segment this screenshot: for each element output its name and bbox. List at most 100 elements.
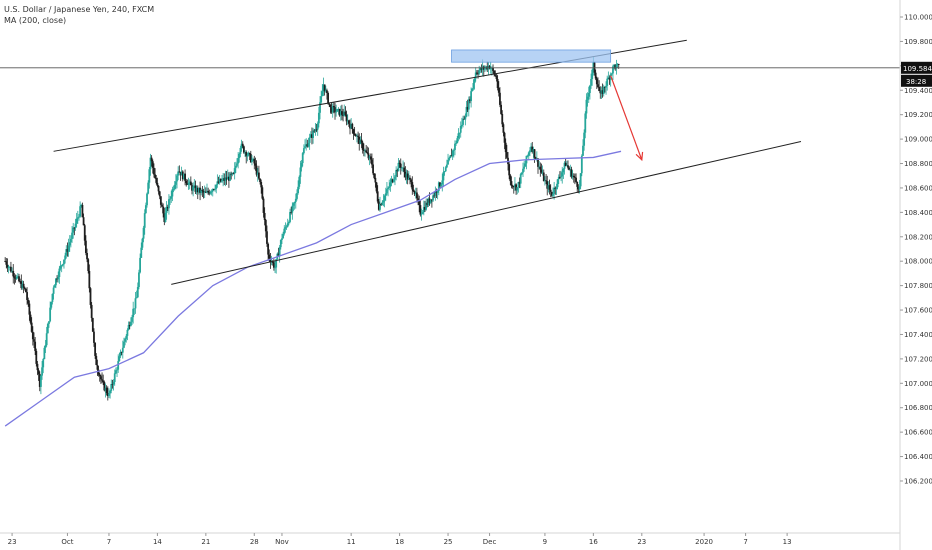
candle-body — [31, 331, 34, 340]
candle-body — [209, 191, 212, 194]
candle-body — [541, 172, 544, 174]
candle-body — [237, 158, 240, 164]
plot-area[interactable] — [0, 39, 900, 427]
candle-body — [616, 64, 619, 65]
candle-body — [225, 177, 228, 180]
candle-body — [260, 182, 263, 188]
projection-arrow-shaft[interactable] — [610, 75, 643, 161]
candle-body — [170, 196, 173, 199]
candle-body — [176, 175, 178, 182]
candle-body — [68, 242, 71, 246]
candle-body — [444, 167, 447, 172]
candle-body — [148, 169, 151, 183]
candle-body — [436, 190, 439, 193]
candle-body — [165, 206, 168, 213]
price-tick-label: 107.000 — [904, 380, 932, 388]
candle-body — [79, 206, 82, 217]
candle-body — [478, 70, 481, 74]
candle-body — [568, 167, 571, 170]
candle-body — [575, 177, 577, 182]
candle-body — [191, 185, 193, 191]
candle-body — [308, 137, 311, 143]
candle-body — [514, 184, 516, 187]
candle-body — [544, 180, 546, 182]
candle-body — [563, 162, 566, 169]
candle-body — [286, 223, 289, 227]
candle-body — [267, 243, 270, 255]
candle-body — [290, 212, 293, 213]
candle-body — [567, 165, 569, 168]
candle-body — [571, 175, 574, 178]
candle-body — [30, 322, 33, 332]
candle-body — [331, 106, 334, 113]
candle-body — [25, 288, 27, 293]
candle-body — [380, 204, 383, 206]
candle-body — [358, 136, 361, 145]
candle-body — [510, 181, 513, 186]
candle-body — [552, 193, 554, 196]
candle-body — [4, 261, 7, 262]
candle-body — [139, 257, 141, 273]
candle-body — [495, 75, 498, 79]
resistance-zone[interactable] — [451, 49, 612, 63]
price-tick-label: 106.200 — [904, 477, 932, 485]
candle-body — [151, 161, 154, 168]
candle-body — [379, 204, 381, 210]
candle-body — [132, 308, 135, 318]
candle-body — [186, 183, 189, 185]
candle-body — [576, 181, 579, 187]
candle-body — [105, 387, 108, 394]
candle-body — [228, 176, 230, 181]
candle-body — [496, 78, 499, 88]
candle-body — [238, 153, 241, 159]
candle-body — [61, 264, 64, 266]
candle-body — [579, 173, 582, 187]
indicator-label: MA (200, close) — [4, 16, 67, 25]
candle-body — [23, 287, 26, 289]
candle-body — [317, 112, 320, 124]
candle-body — [335, 111, 338, 113]
candle-body — [548, 185, 551, 190]
time-axis[interactable]: 23 Oct 7 14 21 28 Nov 11 18 25 Dec 9 16 23 2020 7 13 — [8, 533, 792, 546]
candle-body — [522, 168, 524, 173]
candle-body — [399, 163, 402, 168]
candle-body — [301, 153, 304, 164]
candle-body — [194, 185, 197, 192]
candle-body — [200, 190, 203, 193]
candle-body — [298, 176, 301, 187]
price-tick-label: 108.200 — [904, 233, 932, 241]
candle-body — [472, 83, 475, 89]
candle-body — [272, 262, 275, 268]
candle-body — [59, 265, 62, 269]
candle-body — [41, 367, 43, 376]
time-tick-label: 23 — [637, 538, 646, 546]
price-axis[interactable]: 110.000109.800109.600109.400109.200109.0… — [900, 14, 932, 486]
candle-body — [338, 108, 341, 116]
candle-body — [125, 335, 128, 339]
candle-body — [101, 379, 103, 381]
candle-body — [315, 129, 318, 131]
lower-channel-line[interactable] — [171, 141, 802, 285]
candle-body — [383, 195, 386, 201]
candle-body — [403, 167, 406, 172]
price-tick-label: 108.400 — [904, 209, 932, 217]
candle-body — [462, 118, 464, 125]
candle-body — [597, 84, 599, 88]
candle-body — [94, 342, 97, 356]
candle-body — [86, 252, 88, 260]
candle-body — [178, 171, 181, 173]
candle-body — [373, 173, 376, 178]
candle-body — [143, 213, 146, 228]
price-tick-label: 109.400 — [904, 87, 932, 95]
candle-body — [266, 231, 268, 244]
candle-body — [410, 179, 413, 183]
candle-body — [169, 198, 171, 200]
candle-body — [589, 85, 591, 94]
candle-body — [550, 191, 553, 196]
candle-body — [135, 297, 138, 299]
candle-body — [53, 285, 56, 288]
candle-body — [497, 87, 500, 93]
candle-body — [239, 147, 242, 154]
candle-body — [601, 90, 604, 95]
